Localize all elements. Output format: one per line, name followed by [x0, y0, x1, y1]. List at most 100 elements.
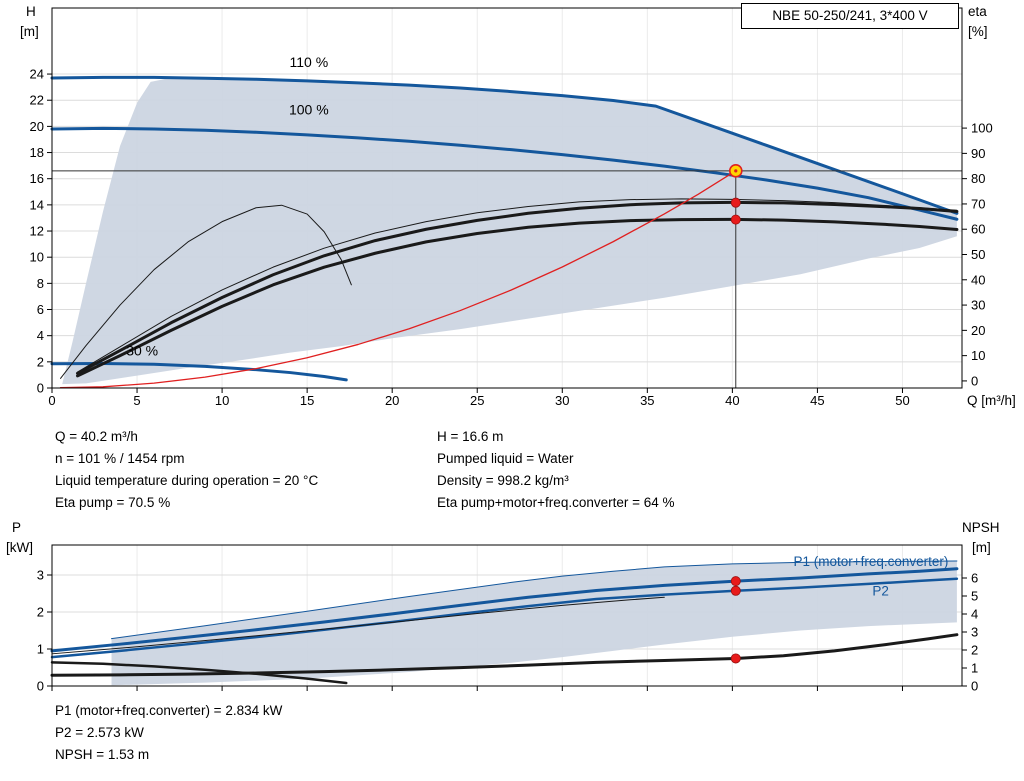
eta-min-speed-curve — [60, 204, 352, 379]
info-line-npsh: NPSH = 1.53 m — [55, 747, 150, 762]
y-left-tick-label: 16 — [30, 171, 44, 186]
x-tick-label: 30 — [555, 393, 569, 408]
eta-pump-thin-curve — [77, 198, 958, 373]
y-right-tick-label: 100 — [971, 121, 993, 136]
power-data-block: P1 (motor+freq.converter) = 2.834 kW P2 … — [55, 700, 282, 766]
y-right-tick-label: 2 — [971, 642, 978, 657]
speed-curve-100 — [50, 126, 959, 221]
y-right-tick-label: 1 — [971, 660, 978, 675]
info-line-temp: Liquid temperature during operation = 20… — [55, 473, 319, 488]
system-curve — [59, 170, 737, 389]
y-right-tick-label: 50 — [971, 247, 985, 262]
p1-max-speed-curve — [111, 560, 958, 640]
info-line-eta-total: Eta pump+motor+freq.converter = 64 % — [437, 495, 675, 510]
curve-value-dot — [730, 653, 741, 664]
y-left-tick-label: 12 — [30, 224, 44, 239]
x-tick-label: 15 — [300, 393, 314, 408]
y-left-tick-label: 14 — [30, 197, 44, 212]
info-line-density: Density = 998.2 kg/m³ — [437, 473, 569, 488]
y-right-tick-label: 0 — [971, 679, 978, 694]
y-left-tick-label: 8 — [37, 276, 44, 291]
y-right-tick-label: 3 — [971, 624, 978, 639]
x-tick-label: 5 — [133, 393, 140, 408]
eta-total-curve — [76, 217, 959, 378]
curve-label: 100 % — [289, 102, 329, 118]
h-axis-label: H — [26, 4, 36, 19]
y-right-tick-label: 70 — [971, 196, 985, 211]
plot-frame — [51, 7, 963, 389]
speed-curve-30 — [50, 362, 348, 382]
y-left-tick-label: 0 — [37, 381, 44, 396]
curve-label: 30 % — [126, 342, 158, 358]
curve-value-dot — [730, 576, 741, 587]
curve-label: 110 % — [290, 54, 329, 70]
y-left-tick-label: 0 — [37, 679, 44, 694]
eta-axis-unit: [%] — [968, 24, 988, 39]
npsh-curve — [50, 633, 959, 677]
y-left-tick-label: 1 — [37, 642, 44, 657]
curve-value-dot — [730, 214, 741, 225]
y-right-tick-label: 4 — [971, 606, 978, 621]
info-line-q: Q = 40.2 m³/h — [55, 429, 138, 444]
x-tick-label: 10 — [215, 393, 229, 408]
speed-curve-110 — [50, 75, 959, 215]
y-left-tick-label: 24 — [30, 67, 44, 82]
p-thin-curve — [51, 596, 665, 655]
y-right-tick-label: 10 — [971, 348, 985, 363]
qh-eta-chart: 0 5 10 15 20 25 30 35 40 45 50 Q [m³/h]024681012141… — [30, 7, 1016, 408]
p-axis-label: P — [12, 520, 22, 535]
operating-data-right: H = 16.6 m Pumped liquid = Water Density… — [437, 426, 675, 514]
curve-label: P2 — [872, 583, 889, 598]
y-left-tick-label: 2 — [37, 605, 44, 620]
x-axis-title: Q [m³/h] — [967, 393, 1016, 408]
p-min-speed-curve — [50, 661, 348, 685]
y-right-tick-label: 6 — [971, 570, 978, 585]
eta-pump-curve — [76, 200, 959, 375]
plot-frame — [51, 544, 963, 687]
x-tick-label: 0 — [48, 393, 55, 408]
y-left-tick-label: 3 — [37, 568, 44, 583]
eta-axis-label: eta — [968, 4, 987, 19]
y-right-tick-label: 20 — [971, 323, 985, 338]
p2-curve — [50, 577, 959, 659]
info-line-p1: P1 (motor+freq.converter) = 2.834 kW — [55, 703, 283, 718]
curve-value-dot — [730, 197, 741, 208]
x-tick-label: 45 — [810, 393, 824, 408]
npsh-axis-unit: [m] — [972, 540, 991, 555]
y-left-tick-label: 22 — [30, 93, 44, 108]
x-tick-label: 25 — [470, 393, 484, 408]
power-npsh-chart: 0 1 2 3 0 1 2 3 4 5 6 P1 (motor+freq.converter) P2 — [37, 544, 978, 694]
npsh-axis-label: NPSH — [962, 520, 1000, 535]
y-right-tick-label: 90 — [971, 146, 985, 161]
y-right-tick-label: 30 — [971, 298, 985, 313]
y-right-tick-label: 60 — [971, 222, 985, 237]
y-left-tick-label: 18 — [30, 145, 44, 160]
y-left-tick-label: 6 — [37, 302, 44, 317]
y-right-tick-label: 0 — [971, 373, 978, 388]
info-line-eta: Eta pump = 70.5 % — [55, 495, 171, 510]
x-tick-label: 50 — [895, 393, 909, 408]
y-right-tick-label: 80 — [971, 171, 985, 186]
info-line-n: n = 101 % / 1454 rpm — [55, 451, 185, 466]
operating-range-band — [111, 560, 957, 686]
y-right-tick-label: 40 — [971, 272, 985, 287]
p1-curve — [50, 567, 959, 653]
info-line-liquid: Pumped liquid = Water — [437, 451, 574, 466]
x-tick-label: 35 — [640, 393, 654, 408]
pump-title-box: NBE 50-250/241, 3*400 V — [741, 3, 959, 29]
y-left-tick-label: 10 — [30, 250, 44, 265]
x-tick-label: 40 — [725, 393, 739, 408]
y-left-tick-label: 20 — [30, 119, 44, 134]
y-left-tick-label: 4 — [37, 328, 44, 343]
h-axis-unit: [m] — [20, 24, 39, 39]
p-axis-unit: [kW] — [6, 540, 33, 555]
operating-data-left: Q = 40.2 m³/h n = 101 % / 1454 rpm Liqui… — [55, 426, 318, 514]
curve-value-dot — [730, 585, 741, 596]
info-line-h: H = 16.6 m — [437, 429, 504, 444]
curve-label: P1 (motor+freq.converter) — [793, 554, 948, 569]
y-left-tick-label: 2 — [37, 354, 44, 369]
duty-point-center — [734, 169, 738, 173]
info-line-p2: P2 = 2.573 kW — [55, 725, 144, 740]
x-tick-label: 20 — [385, 393, 399, 408]
